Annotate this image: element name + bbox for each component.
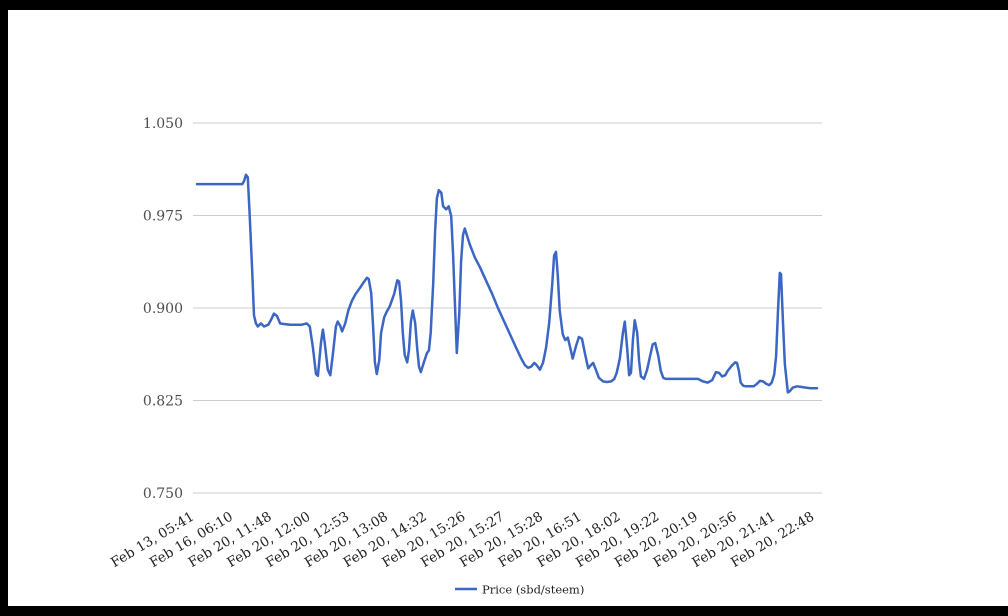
- y-axis-tick-label: 0.900: [143, 301, 183, 317]
- y-axis-tick-label: 1.050: [143, 116, 183, 132]
- legend: Price (sbd/steem): [455, 583, 584, 597]
- y-axis-tick-label: 0.825: [143, 394, 183, 410]
- legend-label: Price (sbd/steem): [482, 583, 584, 597]
- chart-canvas: 0.750 0.825 0.900 0.975 1.050 Feb 13, 05:41 Fe…: [8, 10, 1008, 606]
- y-axis-tick-label: 0.975: [143, 209, 183, 225]
- price-series-line: [195, 173, 819, 394]
- y-axis-tick-label: 0.750: [143, 486, 183, 502]
